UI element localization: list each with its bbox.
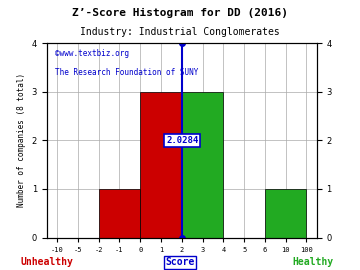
Text: 2.0284: 2.0284 — [166, 136, 199, 145]
Bar — [265, 189, 306, 238]
Text: ©www.textbiz.org: ©www.textbiz.org — [55, 49, 129, 58]
Text: Unhealthy: Unhealthy — [21, 257, 73, 267]
Text: Healthy: Healthy — [293, 257, 334, 267]
Y-axis label: Number of companies (8 total): Number of companies (8 total) — [17, 73, 26, 207]
Text: Industry: Industrial Conglomerates: Industry: Industrial Conglomerates — [80, 27, 280, 37]
Bar — [182, 92, 223, 238]
Text: The Research Foundation of SUNY: The Research Foundation of SUNY — [55, 69, 198, 77]
Text: Z’-Score Histogram for DD (2016): Z’-Score Histogram for DD (2016) — [72, 8, 288, 18]
Text: Score: Score — [165, 257, 195, 267]
Bar — [140, 92, 182, 238]
Bar — [99, 189, 140, 238]
